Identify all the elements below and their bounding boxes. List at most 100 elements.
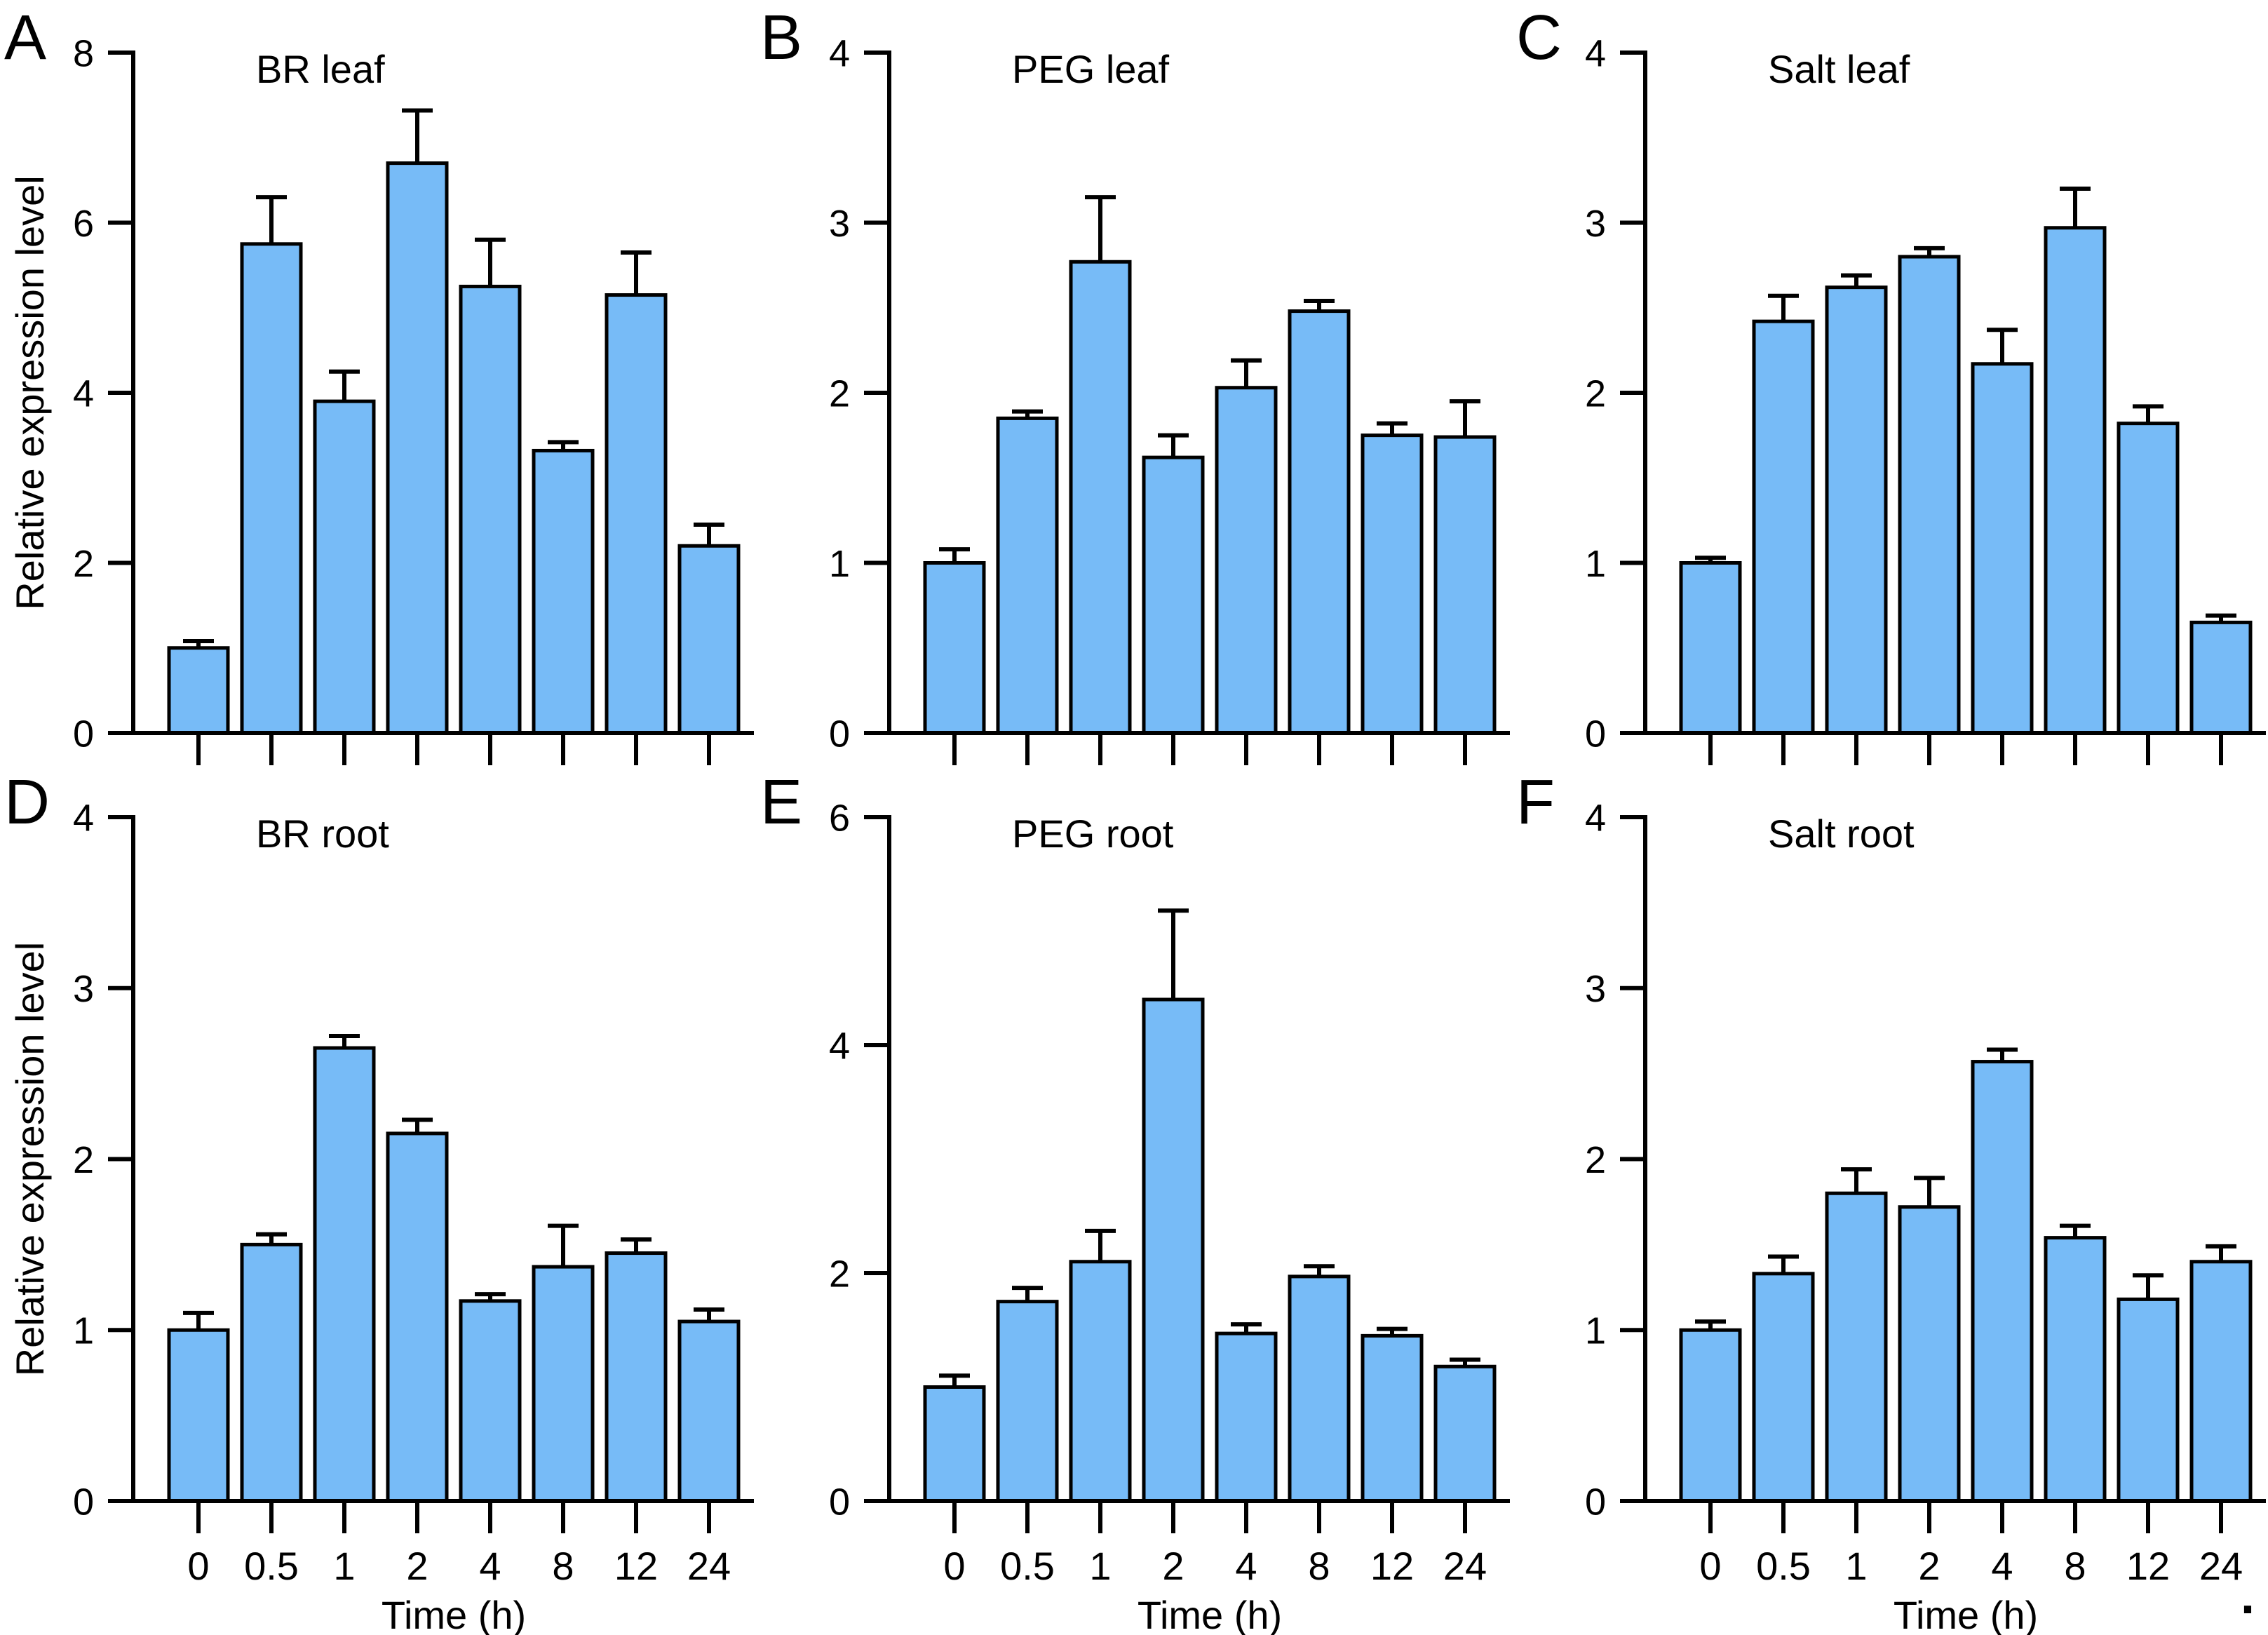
y-tick-label: 4 <box>1585 797 1606 839</box>
bar-0h <box>167 1328 230 1503</box>
bar-4h <box>459 284 522 735</box>
bar-4h <box>459 1299 522 1503</box>
bar-4h <box>1971 1060 2034 1503</box>
bar-2h <box>1898 255 1961 735</box>
bar-1h <box>1069 1260 1132 1503</box>
x-tick-label: 1 <box>333 1544 355 1588</box>
y-tick-label: 2 <box>73 543 94 585</box>
y-tick-label: 1 <box>1585 1310 1606 1352</box>
bar-4h <box>1971 362 2034 735</box>
x-tick-label: 2 <box>1162 1544 1184 1588</box>
bar-24h <box>1433 435 1497 735</box>
y-tick-label: 2 <box>829 1253 850 1295</box>
bar-1h <box>313 399 376 735</box>
panel-letter: D <box>4 767 50 837</box>
bar-8h <box>532 448 595 735</box>
y-tick-label: 6 <box>829 797 850 839</box>
bar-2h <box>1142 455 1205 735</box>
x-tick-label: 12 <box>2126 1544 2170 1588</box>
chart-title: BR root <box>256 812 389 856</box>
bar-8h <box>2044 1236 2107 1503</box>
y-tick-label: 1 <box>1585 543 1606 585</box>
bar-2h <box>386 161 449 735</box>
bar-4h <box>1215 1331 1278 1503</box>
y-tick-label: 1 <box>73 1310 94 1352</box>
y-tick-label: 4 <box>1585 32 1606 74</box>
panel-letter: B <box>760 3 802 73</box>
x-tick-label: 12 <box>1370 1544 1414 1588</box>
y-tick-label: 0 <box>829 1481 850 1523</box>
chart-B-peg-leaf: B PEG leaf 0 1 2 3 4 <box>760 3 1510 765</box>
y-tick-label: 3 <box>829 203 850 245</box>
chart-A-br-leaf: A BR leaf Relative expression level 0 2 4 6 8 <box>4 3 754 765</box>
y-tick-label: 3 <box>73 968 94 1010</box>
x-axis-title: Time (h) <box>1894 1593 2038 1635</box>
x-tick-label: 1 <box>1089 1544 1111 1588</box>
x-tick-label: 4 <box>1991 1544 2013 1588</box>
bar-0.5h <box>240 242 303 735</box>
chart-title: BR leaf <box>256 47 385 91</box>
bar-0.5h <box>996 1300 1059 1503</box>
bar-8h <box>1288 1274 1351 1503</box>
footer-period: . <box>2241 1568 2255 1624</box>
bar-12h <box>2117 422 2180 735</box>
bar-12h <box>605 293 668 735</box>
x-tick-label: 4 <box>1235 1544 1257 1588</box>
y-tick-label: 6 <box>73 203 94 245</box>
bar-0h <box>923 561 986 735</box>
y-tick-label: 3 <box>1585 203 1606 245</box>
y-tick-label: 2 <box>829 372 850 415</box>
bar-24h <box>1433 1364 1497 1503</box>
y-tick-label: 2 <box>1585 1139 1606 1181</box>
y-axis-title: Relative expression level <box>8 942 52 1376</box>
bar-24h <box>2189 1260 2253 1503</box>
bar-1h <box>1069 260 1132 735</box>
bar-0.5h <box>1752 1272 1815 1503</box>
y-tick-label: 0 <box>829 713 850 755</box>
y-tick-label: 2 <box>1585 372 1606 415</box>
bar-0.5h <box>996 416 1059 735</box>
x-tick-label: 0 <box>187 1544 209 1588</box>
y-tick-label: 0 <box>1585 713 1606 755</box>
bar-12h <box>605 1251 668 1503</box>
chart-title: PEG root <box>1012 812 1174 856</box>
bar-1h <box>1825 1191 1888 1503</box>
panel-C-salt-leaf: C Salt leaf 0 1 2 3 4 <box>1512 0 2268 772</box>
bar-8h <box>1288 309 1351 735</box>
x-tick-label: 1 <box>1845 1544 1867 1588</box>
bar-2h <box>1898 1205 1961 1503</box>
x-axis-title: Time (h) <box>382 1593 526 1635</box>
x-tick-label: 24 <box>2199 1544 2243 1588</box>
bar-0.5h <box>1752 319 1815 735</box>
x-tick-label: 0.5 <box>1756 1544 1811 1588</box>
y-tick-label: 0 <box>73 713 94 755</box>
x-axis-title: Time (h) <box>1138 1593 1282 1635</box>
panel-letter: E <box>760 767 802 837</box>
y-tick-label: 4 <box>73 372 94 415</box>
bar-8h <box>2044 226 2107 735</box>
bar-0h <box>167 646 230 735</box>
y-tick-label: 2 <box>73 1139 94 1181</box>
bar-8h <box>532 1265 595 1503</box>
y-tick-label: 0 <box>73 1481 94 1523</box>
x-tick-label: 4 <box>479 1544 501 1588</box>
panel-A-br-leaf: A BR leaf Relative expression level 0 2 4 6 8 <box>0 0 756 772</box>
chart-title: Salt root <box>1768 812 1915 856</box>
panel-letter: A <box>4 3 46 73</box>
y-tick-label: 4 <box>73 797 94 839</box>
x-tick-label: 8 <box>552 1544 574 1588</box>
x-tick-label: 2 <box>1918 1544 1940 1588</box>
x-tick-label: 2 <box>406 1544 428 1588</box>
panel-F-salt-root: F Salt root 0 1 2 3 4 0 0.5 1 2 4 8 12 24 Time (h) <box>1512 767 2268 1635</box>
x-tick-label: 0 <box>1699 1544 1721 1588</box>
x-tick-label: 12 <box>614 1544 658 1588</box>
chart-C-salt-leaf: C Salt leaf 0 1 2 3 4 <box>1516 3 2266 765</box>
panel-letter: F <box>1516 767 1555 837</box>
y-tick-label: 4 <box>829 32 850 74</box>
bar-0h <box>1679 1328 1742 1503</box>
bar-2h <box>1142 997 1205 1503</box>
